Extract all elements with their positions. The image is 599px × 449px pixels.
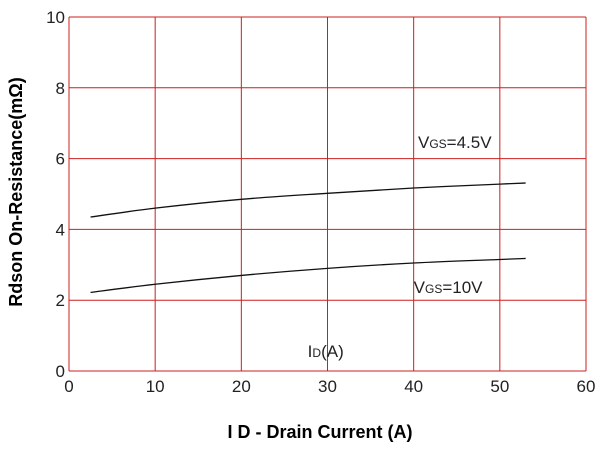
series-line-1 — [90, 182, 526, 218]
y-tick-labels: 0 2 4 6 8 10 — [46, 8, 65, 381]
y-tick-label: 10 — [46, 8, 65, 27]
y-tick-label: 0 — [56, 362, 65, 381]
series-layer — [90, 182, 526, 294]
y-tick-label: 6 — [56, 150, 65, 169]
annotations: VGS=4.5V VGS=10V ID(A) — [308, 133, 493, 361]
x-axis-title: I D - Drain Current (A) — [227, 422, 412, 442]
series-line-2 — [90, 257, 526, 294]
y-tick-label: 8 — [56, 79, 65, 98]
x-tick-labels: 0 10 20 30 40 50 60 — [64, 377, 595, 396]
y-axis-title: Rdson On-Resistance(mΩ) — [6, 77, 26, 306]
y-tick-label: 4 — [56, 220, 65, 239]
x-tick-label: 10 — [146, 377, 165, 396]
x-tick-label: 20 — [232, 377, 251, 396]
grid — [68, 16, 587, 372]
y-tick-label: 2 — [56, 291, 65, 310]
annotation-label-2: VGS=10V — [414, 278, 484, 297]
annotation-label-3: ID(A) — [308, 342, 344, 361]
x-tick-label: 50 — [490, 377, 509, 396]
x-tick-label: 40 — [404, 377, 423, 396]
x-tick-label: 0 — [64, 377, 73, 396]
x-tick-label: 60 — [577, 377, 596, 396]
x-tick-label: 30 — [318, 377, 337, 396]
annotation-label-1: VGS=4.5V — [418, 133, 492, 152]
